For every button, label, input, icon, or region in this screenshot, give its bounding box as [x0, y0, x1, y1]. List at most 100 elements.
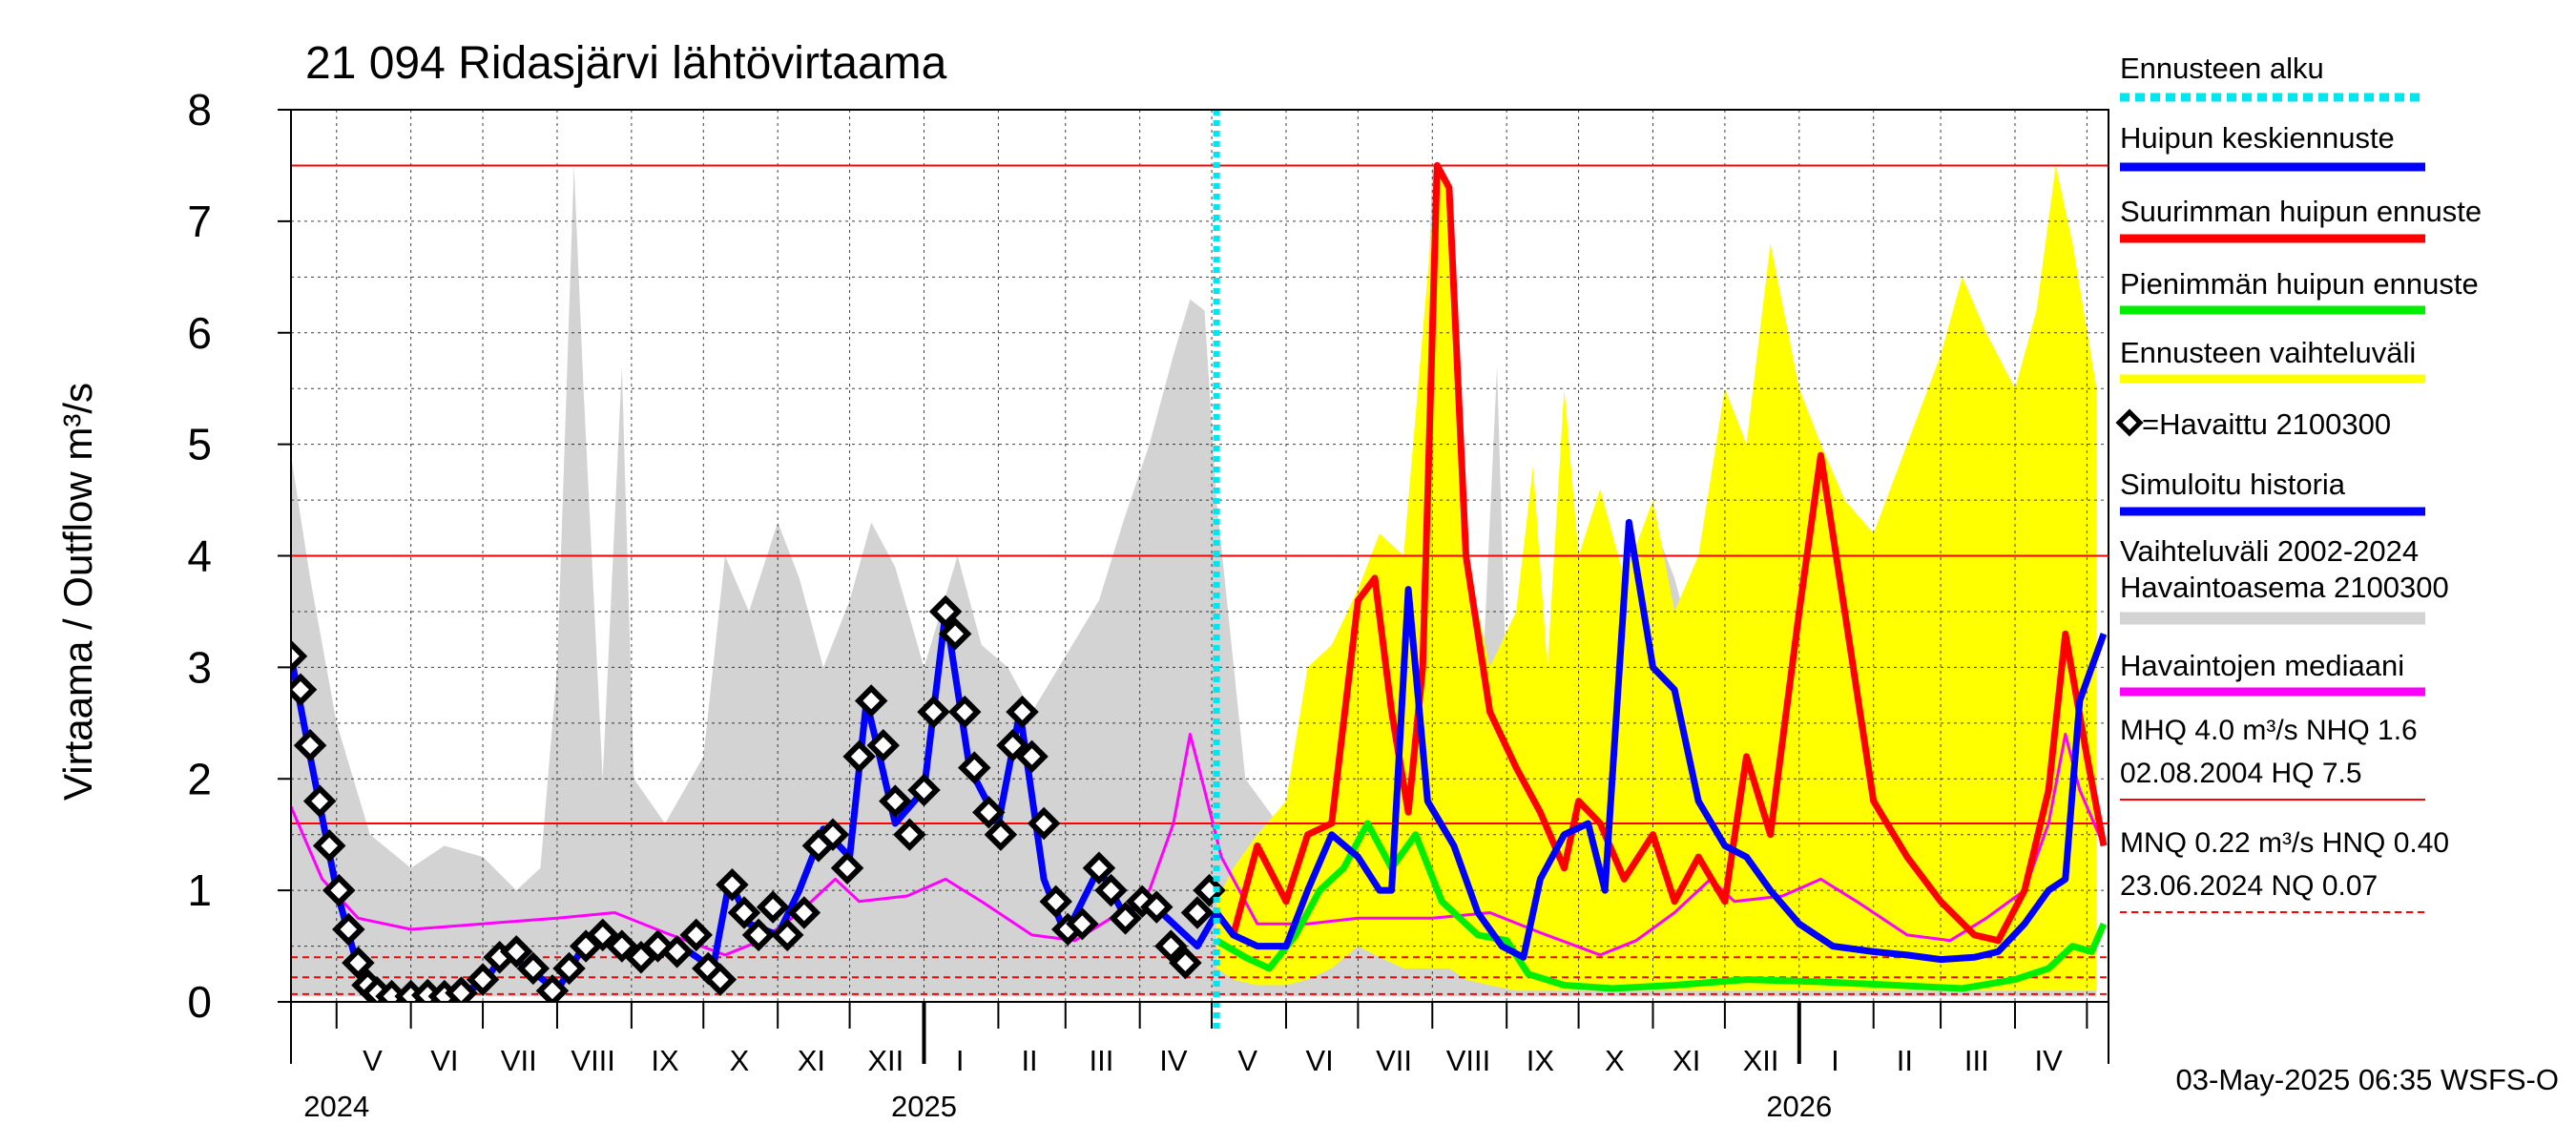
observed-point	[302, 784, 337, 818]
month-label: VI	[430, 1044, 458, 1077]
year-label: 2026	[1766, 1090, 1832, 1123]
year-label: 2024	[303, 1090, 369, 1123]
legend-marker-observed	[2115, 408, 2144, 437]
observed-point	[787, 896, 821, 929]
observed-point	[1006, 695, 1039, 729]
stats-line: MNQ 0.22 m³/s HNQ 0.40	[2120, 827, 2449, 859]
series-huipun-keskiennuste	[1214, 518, 2108, 964]
month-label: XI	[1672, 1044, 1700, 1077]
observed-point	[866, 728, 901, 762]
legend-label: Simuloitu historia	[2120, 468, 2346, 501]
forecast-range-band	[1216, 165, 2097, 991]
month-label: VIII	[1446, 1044, 1491, 1077]
legend: Ennusteen alku Huipun keskiennuste Suurimm…	[2115, 52, 2482, 913]
y-tick-label: 5	[187, 420, 212, 469]
y-tick-label: 7	[187, 197, 212, 246]
y-tick-label: 4	[187, 531, 212, 581]
observed-point	[716, 868, 749, 902]
observed-point	[947, 695, 982, 729]
observed-point	[342, 946, 375, 980]
chart-title: 21 094 Ridasjärvi lähtövirtaama	[305, 38, 947, 89]
stats-line: MHQ 4.0 m³/s NHQ 1.6	[2120, 715, 2418, 746]
observed-point	[928, 594, 963, 629]
observed-point	[291, 639, 308, 673]
stats-line: 02.08.2004 HQ 7.5	[2120, 758, 2362, 789]
series-pienimman-huipun-ennuste	[1215, 820, 2108, 992]
y-axis-label: Virtaama / Outflow m³/s	[55, 383, 100, 801]
observed-point	[516, 951, 551, 986]
month-label: XII	[867, 1044, 904, 1077]
month-label: II	[1021, 1044, 1037, 1077]
month-label: I	[1831, 1044, 1839, 1077]
observed-point	[1027, 806, 1061, 841]
observed-point	[907, 773, 941, 807]
month-label: VII	[501, 1044, 537, 1077]
observed-point	[879, 784, 912, 818]
observed-point	[703, 963, 737, 996]
observed-point	[332, 912, 365, 947]
y-tick-label: 3	[187, 642, 212, 692]
month-label: XII	[1743, 1044, 1779, 1077]
month-label: X	[1605, 1044, 1625, 1077]
y-tick-label: 8	[187, 85, 212, 135]
observed-point	[972, 796, 1006, 829]
legend-label: Havaintoasema 2100300	[2120, 571, 2449, 604]
observed-point	[660, 935, 694, 968]
legend-label: =Havaittu 2100300	[2142, 407, 2391, 441]
observed-point	[996, 728, 1029, 762]
observed-point	[1169, 946, 1202, 980]
observed-point	[984, 818, 1018, 851]
observed-point	[466, 963, 500, 996]
observed-point	[958, 751, 991, 784]
observed-point	[1109, 902, 1142, 935]
legend-label: Suurimman huipun ennuste	[2120, 195, 2482, 228]
observed-point	[893, 818, 926, 851]
legend-label: Pienimmän huipun ennuste	[2120, 267, 2479, 301]
observed-point	[756, 890, 790, 924]
plot-clip-group	[291, 110, 2109, 1002]
legend-label: Havaintojen mediaani	[2120, 649, 2404, 682]
observed-point	[1180, 896, 1215, 929]
legend-label: Ennusteen alku	[2120, 52, 2324, 85]
y-tick-label: 6	[187, 308, 212, 358]
observed-point	[1039, 885, 1072, 919]
observed-point	[535, 974, 570, 1002]
month-label: XI	[798, 1044, 825, 1077]
y-tick-label: 0	[187, 977, 212, 1027]
observed-point	[605, 929, 639, 963]
month-label: V	[363, 1044, 383, 1077]
legend-label: Ennusteen vaihteluväli	[2120, 336, 2416, 369]
month-label: I	[956, 1044, 965, 1077]
observed-point	[291, 673, 318, 706]
observed-point	[1094, 873, 1128, 907]
observed-point	[1140, 890, 1174, 924]
series-suurimman-huipun-ennuste	[1214, 161, 2108, 945]
observed-point	[445, 976, 478, 1002]
observed-point	[770, 918, 804, 952]
observed-point	[938, 617, 972, 651]
month-label: X	[730, 1044, 750, 1077]
month-label: VI	[1306, 1044, 1334, 1077]
observed-point	[917, 695, 950, 729]
footer-timestamp: 03-May-2025 06:35 WSFS-O	[2176, 1063, 2559, 1096]
month-label: VIII	[571, 1044, 615, 1077]
grid-lines	[291, 110, 2109, 1002]
stats-line: 23.06.2024 NQ 0.07	[2120, 870, 2378, 902]
month-label: IV	[1159, 1044, 1188, 1077]
observed-point	[816, 818, 850, 851]
observed-point	[1154, 929, 1188, 963]
observed-point	[1066, 906, 1099, 941]
month-label: IV	[2035, 1044, 2064, 1077]
observed-point	[1082, 851, 1116, 885]
observed-point	[1015, 739, 1049, 774]
observed-point	[830, 851, 864, 885]
observed-point	[727, 896, 761, 929]
month-label: IX	[651, 1044, 679, 1077]
observed-point	[293, 728, 327, 762]
observed-point	[499, 935, 533, 968]
observed-point	[842, 739, 876, 774]
month-label: III	[1090, 1044, 1114, 1077]
month-label: II	[1897, 1044, 1913, 1077]
